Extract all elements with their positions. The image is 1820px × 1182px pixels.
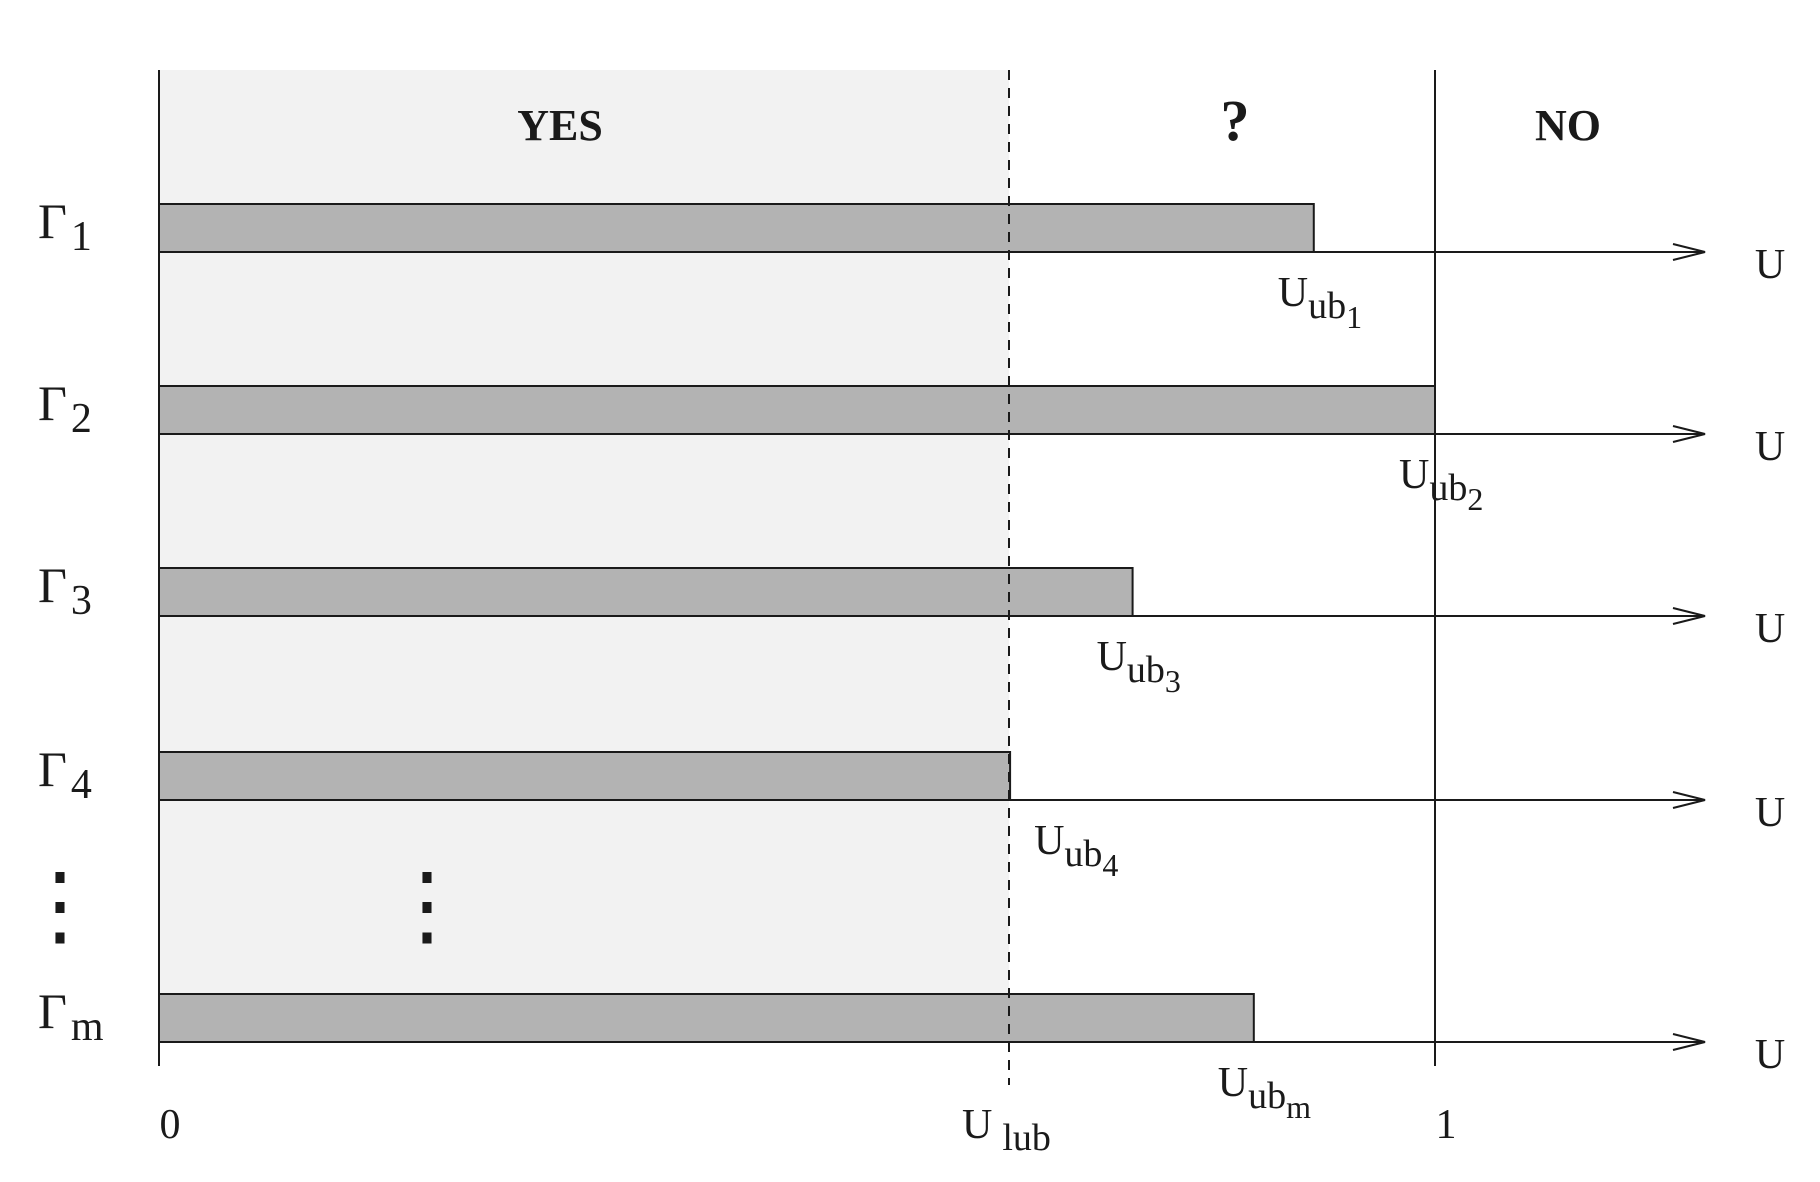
ub-label-main: U bbox=[1399, 452, 1429, 498]
task-label-name: Γ bbox=[38, 983, 67, 1039]
ub-label-sub: ub bbox=[1127, 649, 1165, 691]
ub-label-index: 1 bbox=[1346, 299, 1362, 335]
ub-label-sub: ub bbox=[1064, 833, 1102, 875]
no-label: NO bbox=[1535, 101, 1601, 150]
ub-label-2: Uub2 bbox=[1399, 452, 1483, 517]
task-ellipsis: ⋮ bbox=[16, 858, 104, 955]
task-label-name: Γ bbox=[38, 557, 67, 613]
ub-label-main: U bbox=[1034, 818, 1064, 864]
ub-label-3: Uub3 bbox=[1097, 634, 1181, 699]
utilization-bar-4 bbox=[158, 751, 1012, 801]
ub-label-main: U bbox=[1218, 1060, 1248, 1106]
task-label-name: Γ bbox=[38, 741, 67, 797]
bar-ellipsis: ⋮ bbox=[383, 858, 471, 955]
task-label-sub: m bbox=[71, 1004, 104, 1050]
task-label-4: Γ4 bbox=[38, 741, 92, 808]
ub-label-sub: ub bbox=[1308, 285, 1346, 327]
axis-end-label-4: U bbox=[1755, 790, 1785, 836]
axis-end-label-1: U bbox=[1755, 242, 1785, 288]
task-label-sub: 1 bbox=[71, 214, 92, 260]
task-label-5: Γm bbox=[38, 983, 104, 1050]
ub-label-main: U bbox=[1097, 634, 1127, 680]
ub-label-index: 3 bbox=[1165, 663, 1181, 699]
utilization-bar-2 bbox=[158, 385, 1436, 435]
task-label-name: Γ bbox=[38, 375, 67, 431]
axis-arrowhead-2 bbox=[1672, 425, 1706, 443]
one-label: 1 bbox=[1436, 1102, 1457, 1148]
ub-label-main: U bbox=[1278, 270, 1308, 316]
utilization-bar-3 bbox=[158, 567, 1134, 617]
utilization-bar-5 bbox=[158, 993, 1255, 1043]
utilization-bar-1 bbox=[158, 203, 1315, 253]
ub-label-4: Uub4 bbox=[1034, 818, 1118, 883]
axis-arrowhead-4 bbox=[1672, 791, 1706, 809]
ub-label-1: Uub1 bbox=[1278, 270, 1362, 335]
ub-label-sub: ub bbox=[1248, 1075, 1286, 1117]
axis-end-label-2: U bbox=[1755, 424, 1785, 470]
lub-label-sub: lub bbox=[1002, 1117, 1051, 1159]
axis-arrowhead-1 bbox=[1672, 243, 1706, 261]
task-label-sub: 4 bbox=[71, 762, 92, 808]
uncertain-label: ? bbox=[1221, 88, 1250, 153]
ub-label-5: Uubm bbox=[1218, 1060, 1311, 1125]
yes-label: YES bbox=[517, 101, 603, 150]
axis-end-label-3: U bbox=[1755, 606, 1785, 652]
ub-label-index: 4 bbox=[1102, 847, 1118, 883]
bars-layer bbox=[158, 203, 1436, 1043]
task-label-name: Γ bbox=[38, 193, 67, 249]
task-label-2: Γ2 bbox=[38, 375, 92, 442]
axis-arrowhead-3 bbox=[1672, 607, 1706, 625]
origin-label: 0 bbox=[160, 1102, 181, 1148]
axis-end-label-5: U bbox=[1755, 1032, 1785, 1078]
task-label-sub: 2 bbox=[71, 396, 92, 442]
lub-label-main: U bbox=[962, 1102, 992, 1148]
task-label-3: Γ3 bbox=[38, 557, 92, 624]
ub-label-index: m bbox=[1286, 1089, 1311, 1125]
axis-arrowhead-5 bbox=[1672, 1033, 1706, 1051]
ub-label-sub: ub bbox=[1429, 467, 1467, 509]
task-label-sub: 3 bbox=[71, 578, 92, 624]
task-label-1: Γ1 bbox=[38, 193, 92, 260]
ub-label-index: 2 bbox=[1467, 481, 1483, 517]
